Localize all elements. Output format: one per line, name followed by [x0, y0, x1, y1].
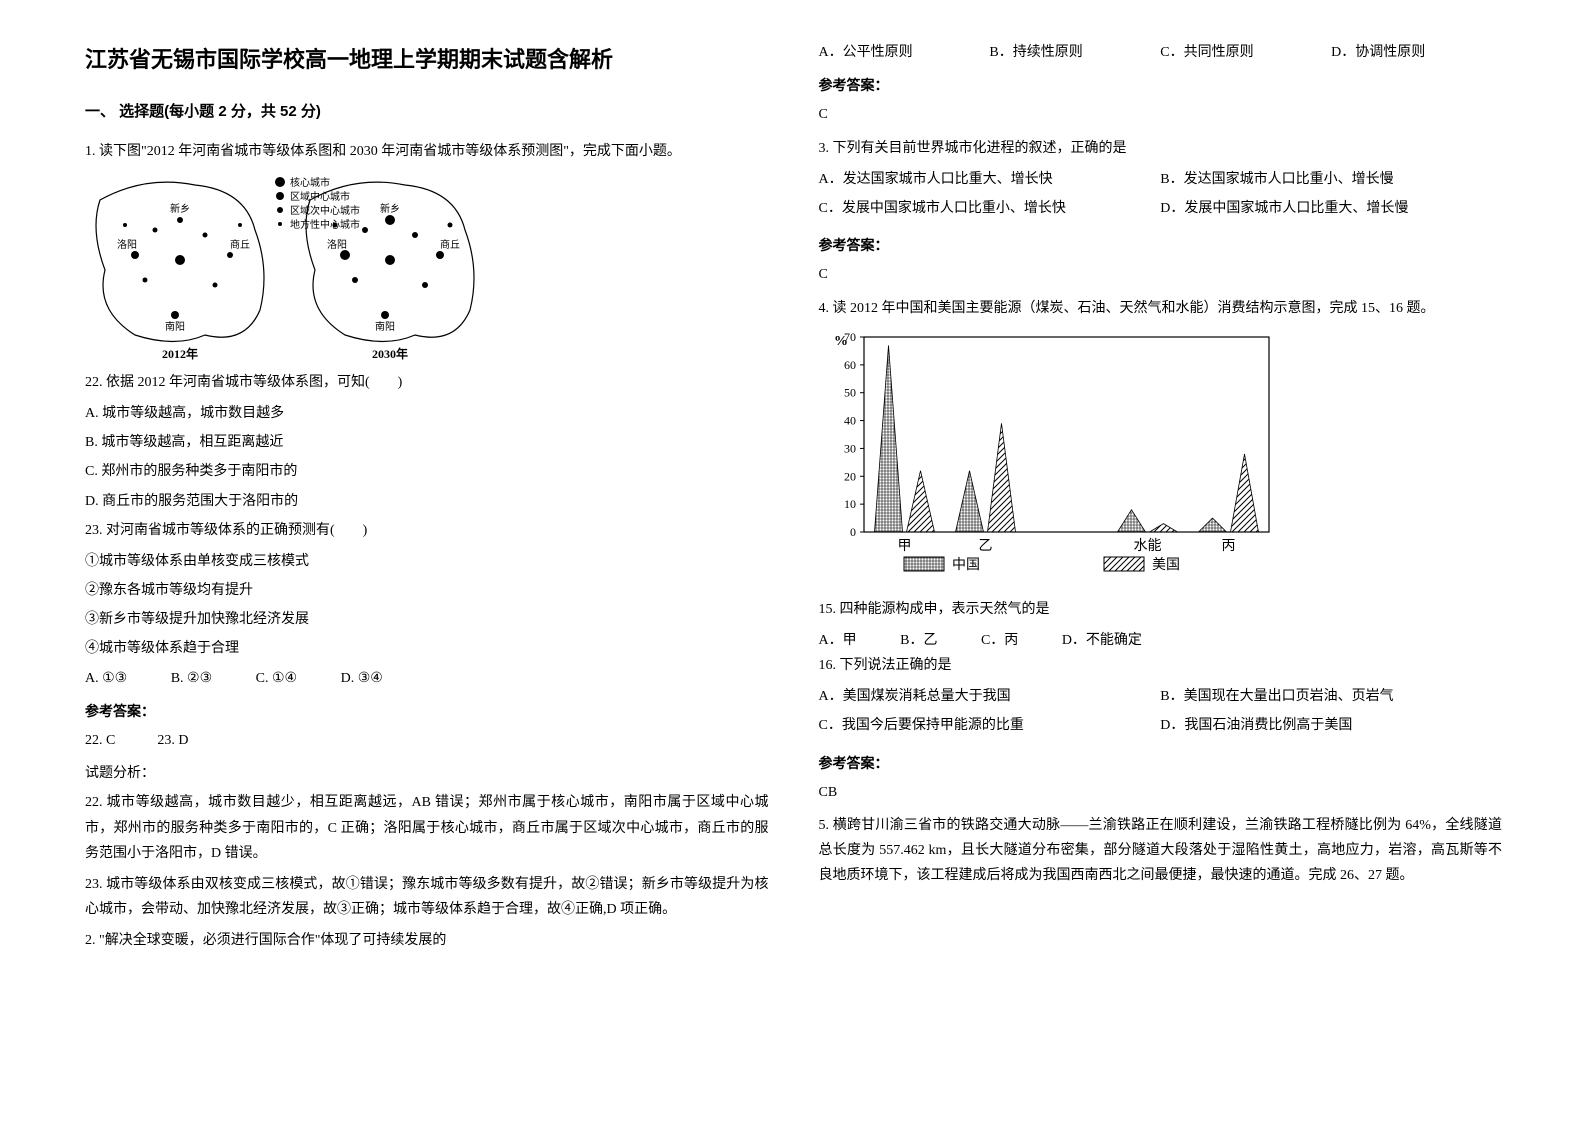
svg-text:0: 0 — [850, 525, 856, 539]
q1-22-opt-d: D. 商丘市的服务范围大于洛阳市的 — [85, 489, 769, 514]
q2-ans-label: 参考答案： — [819, 73, 1503, 98]
q4-16-opt-c: C．我国今后要保持甲能源的比重 — [819, 713, 1161, 738]
q1-stem: 1. 读下图"2012 年河南省城市等级体系图和 2030 年河南省城市等级体系… — [85, 139, 769, 164]
q1-anal23: 23. 城市等级体系由双核变成三核模式，故①错误；豫东城市等级多数有提升，故②错… — [85, 872, 769, 922]
svg-text:新乡: 新乡 — [170, 202, 190, 215]
right-column: A．公平性原则 B．持续性原则 C．共同性原则 D．协调性原则 参考答案： C … — [794, 40, 1528, 1082]
svg-text:30: 30 — [844, 441, 856, 455]
svg-text:商丘: 商丘 — [440, 238, 460, 251]
q4-15-opts: A．甲 B．乙 C．丙 D．不能确定 — [819, 628, 1503, 653]
q1-anal-label: 试题分析： — [85, 761, 769, 786]
section-heading: 一、 选择题(每小题 2 分，共 52 分) — [85, 98, 769, 125]
q3-stem: 3. 下列有关目前世界城市化进程的叙述，正确的是 — [819, 136, 1503, 161]
svg-text:50: 50 — [844, 385, 856, 399]
q3-opt-a: A．发达国家城市人口比重大、增长快 — [819, 167, 1161, 192]
q1-anal22: 22. 城市等级越高，城市数目越少，相互距离越远，AB 错误；郑州市属于核心城市… — [85, 790, 769, 866]
q1-23-opt-a: A. ①③ — [85, 666, 127, 691]
q1-22-opt-a: A. 城市等级越高，城市数目越多 — [85, 401, 769, 426]
q2-opt-c: C．共同性原则 — [1160, 40, 1331, 65]
q1-ans-label: 参考答案： — [85, 699, 769, 724]
q4-ans: CB — [819, 780, 1503, 805]
q1-23-opt-c: C. ①④ — [256, 666, 297, 691]
svg-text:新乡: 新乡 — [380, 202, 400, 215]
q2-opts: A．公平性原则 B．持续性原则 C．共同性原则 D．协调性原则 — [819, 40, 1503, 65]
q4-16-opt-b: B．美国现在大量出口页岩油、页岩气 — [1160, 684, 1502, 709]
q4-15-opt-b: B．乙 — [900, 628, 937, 653]
svg-text:20: 20 — [844, 469, 856, 483]
svg-text:区域中心城市: 区域中心城市 — [290, 190, 350, 203]
svg-text:40: 40 — [844, 413, 856, 427]
q1-23-item2: ②豫东各城市等级均有提升 — [85, 578, 769, 603]
q3-opt-c: C．发展中国家城市人口比重小、增长快 — [819, 196, 1161, 221]
svg-text:中国: 中国 — [952, 557, 980, 573]
q2-ans: C — [819, 102, 1503, 127]
svg-text:%: % — [834, 334, 848, 349]
svg-text:洛阳: 洛阳 — [327, 238, 347, 251]
q4-16-opts: A．美国煤炭消耗总量大于我国 B．美国现在大量出口页岩油、页岩气 C．我国今后要… — [819, 684, 1503, 742]
svg-text:丙: 丙 — [1221, 539, 1235, 554]
q1-23-opt-d: D. ③④ — [341, 666, 383, 691]
q3-ans: C — [819, 262, 1503, 287]
svg-text:商丘: 商丘 — [230, 238, 250, 251]
q2-opt-d: D．协调性原则 — [1331, 40, 1502, 65]
q1-sub23: 23. 对河南省城市等级体系的正确预测有( ) — [85, 518, 769, 543]
q1-23-item1: ①城市等级体系由单核变成三核模式 — [85, 549, 769, 574]
q3-opt-b: B．发达国家城市人口比重小、增长慢 — [1160, 167, 1502, 192]
q4-chart: 010203040506070%甲乙水能丙中国美国 — [819, 327, 1503, 587]
q4-15-opt-a: A．甲 — [819, 628, 857, 653]
q4-15-opt-d: D．不能确定 — [1062, 628, 1142, 653]
svg-text:60: 60 — [844, 358, 856, 372]
page-title: 江苏省无锡市国际学校高一地理上学期期末试题含解析 — [85, 40, 769, 80]
q1-sub22: 22. 依据 2012 年河南省城市等级体系图，可知( ) — [85, 370, 769, 395]
svg-text:10: 10 — [844, 497, 856, 511]
q5-stem: 5. 横跨甘川渝三省市的铁路交通大动脉——兰渝铁路正在顺利建设，兰渝铁路工程桥隧… — [819, 813, 1503, 889]
svg-text:南阳: 南阳 — [165, 320, 185, 333]
q2-opt-a: A．公平性原则 — [819, 40, 990, 65]
left-column: 江苏省无锡市国际学校高一地理上学期期末试题含解析 一、 选择题(每小题 2 分，… — [60, 40, 794, 1082]
svg-text:水能: 水能 — [1133, 538, 1161, 554]
q3-ans-label: 参考答案： — [819, 233, 1503, 258]
q4-sub15: 15. 四种能源构成申，表示天然气的是 — [819, 597, 1503, 622]
q1-figure: 新乡 洛阳 商丘 南阳 新乡 洛阳 商丘 南阳 2012年 2030年 核心城市… — [85, 170, 769, 360]
q1-23-item4: ④城市等级体系趋于合理 — [85, 636, 769, 661]
q4-16-opt-a: A．美国煤炭消耗总量大于我国 — [819, 684, 1161, 709]
svg-text:南阳: 南阳 — [375, 320, 395, 333]
svg-text:地方性中心城市: 地方性中心城市 — [290, 218, 360, 231]
svg-text:乙: 乙 — [978, 538, 992, 554]
q2-opt-b: B．持续性原则 — [989, 40, 1160, 65]
q1-ans: 22. C 23. D — [85, 728, 769, 753]
svg-text:区域次中心城市: 区域次中心城市 — [290, 204, 360, 217]
q1-23-opt-b: B. ②③ — [171, 666, 212, 691]
q1-23-opts: A. ①③ B. ②③ C. ①④ D. ③④ — [85, 666, 769, 691]
svg-text:2012年: 2012年 — [162, 346, 198, 360]
q1-23-item3: ③新乡市等级提升加快豫北经济发展 — [85, 607, 769, 632]
q2-stem: 2. "解决全球变暖，必须进行国际合作"体现了可持续发展的 — [85, 928, 769, 953]
svg-text:美国: 美国 — [1152, 557, 1180, 573]
q4-ans-label: 参考答案： — [819, 751, 1503, 776]
q1-22-opt-b: B. 城市等级越高，相互距离越近 — [85, 430, 769, 455]
q3-opt-d: D．发展中国家城市人口比重大、增长慢 — [1160, 196, 1502, 221]
q4-15-opt-c: C．丙 — [981, 628, 1018, 653]
q4-16-opt-d: D．我国石油消费比例高于美国 — [1160, 713, 1502, 738]
svg-text:洛阳: 洛阳 — [117, 238, 137, 251]
svg-text:核心城市: 核心城市 — [290, 176, 330, 189]
q3-opts: A．发达国家城市人口比重大、增长快 B．发达国家城市人口比重小、增长慢 C．发展… — [819, 167, 1503, 225]
q4-sub16: 16. 下列说法正确的是 — [819, 653, 1503, 678]
svg-text:甲: 甲 — [897, 539, 911, 554]
q1-22-opt-c: C. 郑州市的服务种类多于南阳市的 — [85, 459, 769, 484]
q4-stem: 4. 读 2012 年中国和美国主要能源（煤炭、石油、天然气和水能）消费结构示意… — [819, 296, 1503, 321]
svg-text:2030年: 2030年 — [372, 346, 408, 360]
